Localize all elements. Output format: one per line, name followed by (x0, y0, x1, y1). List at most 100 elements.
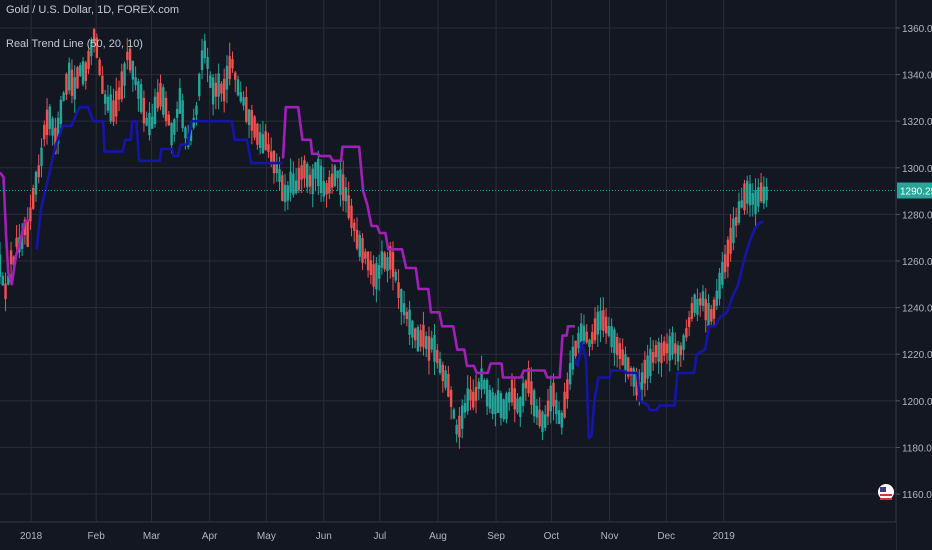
candle-body (264, 131, 267, 150)
candle-body (347, 195, 350, 218)
candle-body (707, 303, 710, 327)
candle-body (112, 100, 115, 122)
candle-body (7, 275, 10, 285)
candle-body (62, 92, 65, 101)
trend-line-segment (0, 171, 30, 286)
candle-body (651, 351, 655, 363)
candle-body (734, 217, 738, 226)
candle-body (765, 186, 768, 201)
candle-body (449, 390, 453, 407)
candle-body (203, 40, 206, 58)
candle-body (267, 144, 270, 152)
candle-body (422, 324, 425, 348)
candle-body (90, 40, 93, 57)
candle-body (402, 303, 406, 316)
candle-body (126, 51, 129, 60)
candle-body (737, 201, 741, 223)
candle-body (45, 109, 49, 136)
candle-body (234, 72, 237, 80)
candle-body (405, 311, 409, 319)
candle-body (740, 200, 743, 208)
candle-body (43, 124, 46, 140)
candle-body (704, 298, 707, 321)
time-tick-label: Jul (373, 531, 386, 542)
time-tick-label: 2019 (713, 531, 736, 542)
candle-body (665, 343, 669, 354)
candle-body (530, 381, 533, 405)
candle-body (336, 170, 339, 179)
last-price-marker: 1290.25 (0, 182, 932, 199)
candle-body (436, 349, 439, 364)
candle-body (222, 78, 226, 102)
price-tick-label: 1220.00 (902, 350, 932, 361)
candle-body (355, 229, 359, 249)
price-tick-label: 1260.00 (902, 257, 932, 268)
candle-body (192, 117, 195, 128)
candle-body (59, 99, 63, 124)
candle-body (128, 48, 132, 71)
candle-body (433, 335, 436, 362)
candle-body (115, 90, 118, 117)
candle-body (170, 122, 173, 146)
candle-body (372, 264, 375, 287)
candle-body (195, 105, 198, 115)
candle-body (510, 379, 514, 403)
candle-body (544, 414, 547, 428)
price-tick-label: 1320.00 (902, 117, 932, 128)
candle-body (496, 390, 500, 413)
flag-badge-icon[interactable] (878, 484, 894, 500)
candle-body (394, 271, 397, 281)
price-axis[interactable]: 1160.00 1180.00 1200.00 1220.00 1240.00 1260.… (895, 0, 932, 550)
candle-body (281, 175, 284, 201)
candle-body (618, 343, 622, 360)
candle-body (103, 94, 107, 104)
candle-body (643, 359, 647, 384)
candle-body (76, 67, 79, 89)
candle-body (20, 231, 24, 249)
candle-body (247, 109, 251, 126)
candle-body (139, 84, 143, 113)
candle-body (693, 294, 696, 313)
candle-body (1, 275, 4, 286)
candle-body (283, 184, 287, 203)
candle-body (175, 108, 179, 118)
candle-body (328, 176, 331, 194)
candle-body (494, 395, 497, 415)
candle-body (519, 397, 522, 417)
candle-body (54, 127, 57, 155)
time-axis[interactable]: 2018 Feb Mar Apr May Jun Jul Aug Sep Oct Nov Dec 201… (0, 521, 896, 550)
time-tick-label: Sep (487, 531, 505, 542)
indicator-label: Real Trend Line (50, 20, 10) (6, 38, 143, 50)
candle-body (228, 56, 231, 79)
price-axis-background (896, 0, 932, 550)
candle-body (65, 73, 68, 95)
candle-body (26, 219, 29, 247)
candle-body (189, 129, 193, 141)
candle-body (718, 272, 721, 299)
candle-body (397, 282, 400, 298)
candle-body (541, 411, 544, 432)
candle-body (109, 94, 112, 122)
candle-body (67, 62, 71, 91)
candle-body (12, 256, 16, 266)
candle-body (70, 69, 74, 96)
candle-body (339, 169, 342, 196)
candle-body (214, 82, 218, 97)
candle-body (485, 379, 489, 407)
candle-body (593, 318, 597, 341)
candle-body (607, 326, 611, 336)
candle-body (682, 335, 685, 350)
candle-body (698, 298, 702, 306)
time-tick-label: Dec (657, 531, 675, 542)
candle-body (261, 134, 265, 154)
candle-body (120, 71, 123, 100)
candle-body (577, 332, 580, 349)
candle-body (156, 92, 159, 109)
candle-body (145, 117, 148, 126)
price-tick-label: 1240.00 (902, 304, 932, 315)
candle-body (250, 110, 254, 131)
candle-body (29, 207, 32, 222)
candle-body (319, 165, 323, 194)
